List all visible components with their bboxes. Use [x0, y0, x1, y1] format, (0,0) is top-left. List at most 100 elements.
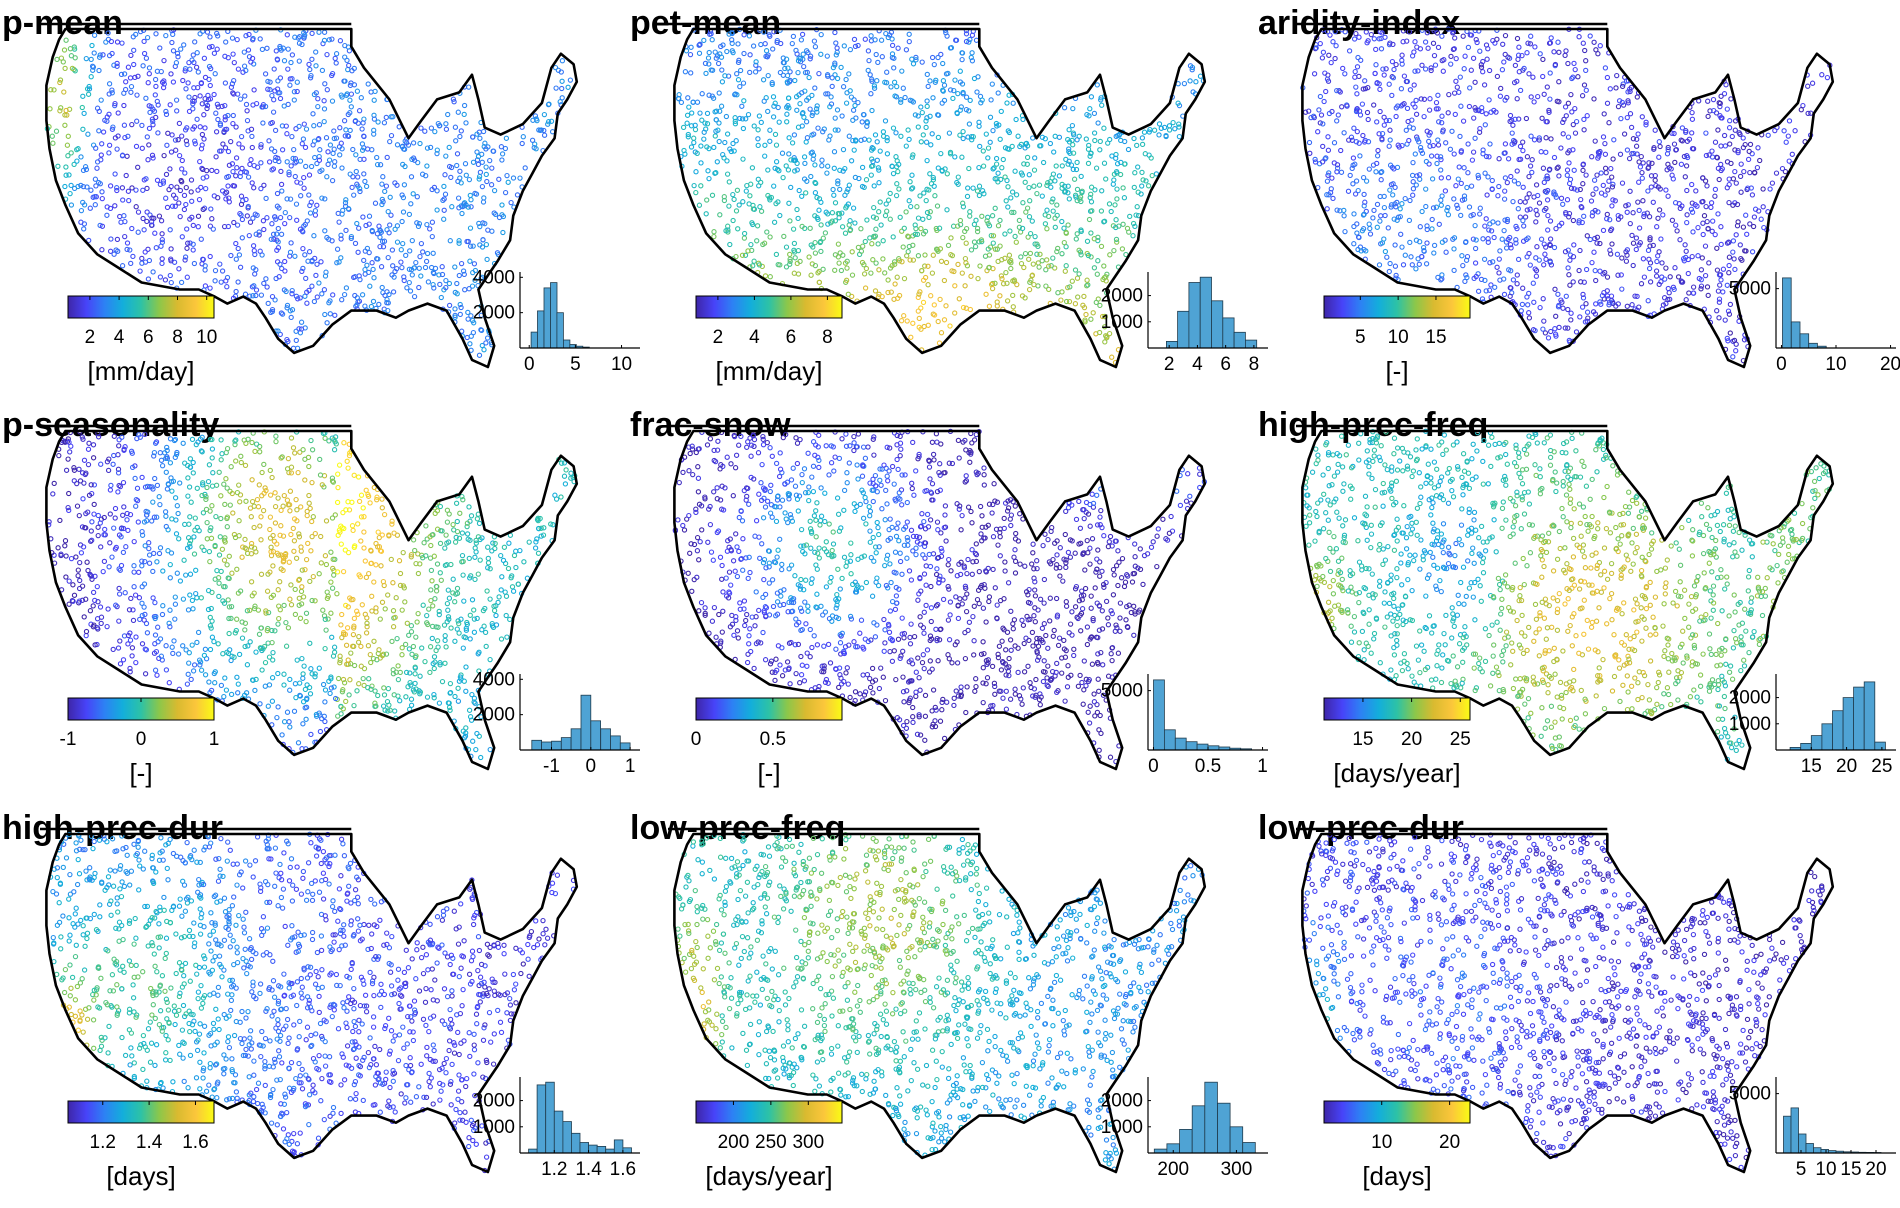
station-point [121, 213, 127, 219]
station-point [195, 213, 202, 219]
station-point [844, 265, 850, 271]
station-point [1439, 193, 1445, 199]
station-point [989, 285, 996, 292]
station-point [1044, 226, 1050, 232]
station-point [67, 190, 73, 197]
station-point [400, 209, 407, 215]
station-point [162, 509, 169, 515]
station-point [142, 249, 148, 255]
station-point [545, 121, 551, 127]
station-point [1480, 69, 1486, 75]
station-point [705, 168, 711, 174]
station-point [467, 636, 473, 642]
station-point [289, 133, 295, 140]
station-point [882, 212, 889, 219]
station-point [320, 681, 327, 688]
station-point [409, 272, 415, 278]
station-point [429, 233, 435, 240]
station-point [1543, 149, 1549, 155]
station-point [895, 168, 901, 175]
station-point [1526, 315, 1533, 321]
station-point [222, 114, 228, 120]
station-point [724, 158, 730, 164]
station-point [341, 291, 348, 298]
station-point [337, 152, 343, 158]
station-point [532, 141, 538, 147]
station-point [182, 127, 189, 133]
station-point [824, 53, 830, 59]
station-point [139, 145, 145, 151]
station-point [1176, 121, 1182, 127]
station-point [678, 99, 685, 106]
station-point [693, 169, 699, 175]
station-point [389, 247, 396, 253]
station-point [234, 222, 241, 228]
station-point [202, 74, 209, 81]
station-point [477, 169, 484, 175]
station-point [888, 84, 894, 90]
station-point [181, 42, 187, 48]
station-point [79, 104, 85, 111]
station-point [139, 255, 145, 262]
station-point [306, 172, 313, 178]
station-point [1755, 145, 1761, 151]
station-point [1683, 297, 1689, 303]
station-point [324, 87, 330, 93]
station-point [398, 259, 404, 265]
station-point [1381, 204, 1388, 211]
station-point [1083, 136, 1089, 142]
station-point [222, 501, 228, 508]
station-point [1521, 223, 1527, 229]
station-point [517, 547, 523, 554]
station-point [279, 265, 285, 272]
station-point [323, 627, 329, 633]
station-point [160, 603, 166, 609]
station-point [1377, 108, 1383, 115]
station-point [979, 213, 985, 219]
station-point [112, 171, 118, 177]
station-point [1638, 153, 1644, 160]
station-point [395, 663, 401, 669]
station-point [934, 203, 941, 209]
station-point [158, 218, 165, 224]
station-point [850, 117, 856, 123]
station-point [747, 52, 753, 58]
station-point [504, 172, 510, 179]
station-point [955, 174, 961, 180]
station-point [479, 274, 485, 280]
station-point [1540, 326, 1546, 332]
station-point [282, 268, 288, 274]
station-point [467, 225, 474, 231]
station-point [736, 202, 742, 208]
station-point [278, 507, 284, 514]
station-point [454, 151, 461, 157]
station-point [410, 191, 416, 197]
station-point [1119, 246, 1126, 252]
station-point [850, 107, 857, 113]
station-point [147, 109, 153, 116]
station-point [1471, 115, 1477, 121]
station-point [1760, 186, 1766, 192]
station-point [977, 263, 983, 269]
station-point [1311, 71, 1318, 77]
station-point [145, 80, 151, 86]
station-point [85, 91, 92, 97]
station-point [242, 169, 248, 175]
station-point [1095, 120, 1101, 126]
station-point [460, 268, 467, 274]
station-point [783, 264, 790, 270]
station-point [326, 157, 333, 163]
station-point [1556, 173, 1562, 179]
station-point [1451, 246, 1457, 252]
station-point [918, 139, 924, 145]
station-point [199, 142, 205, 148]
station-point [900, 85, 906, 91]
station-point [304, 218, 310, 224]
station-point [880, 256, 886, 262]
station-point [533, 146, 539, 152]
station-point [1415, 68, 1421, 74]
station-point [980, 163, 987, 169]
station-point [460, 572, 466, 578]
station-point [189, 214, 195, 220]
station-point [289, 52, 296, 58]
